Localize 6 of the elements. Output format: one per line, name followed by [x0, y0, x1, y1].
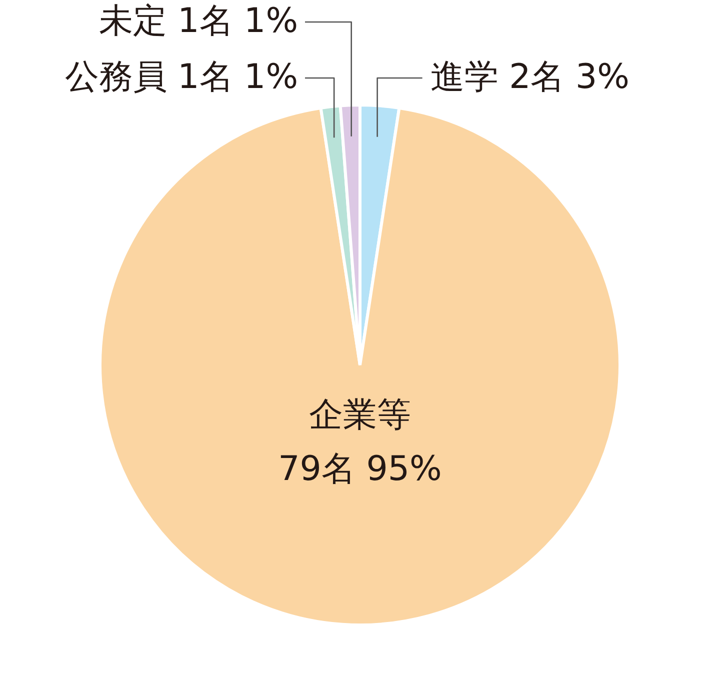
data-label: 79名 95%	[278, 449, 442, 489]
slice-label: 公務員 1名 1%	[64, 57, 298, 97]
slice-label: 未定 1名 1%	[98, 1, 298, 41]
pie-slice	[98, 106, 622, 626]
slice-label: 企業等	[309, 395, 411, 435]
slice-label: 進学 2名 3%	[430, 57, 630, 97]
